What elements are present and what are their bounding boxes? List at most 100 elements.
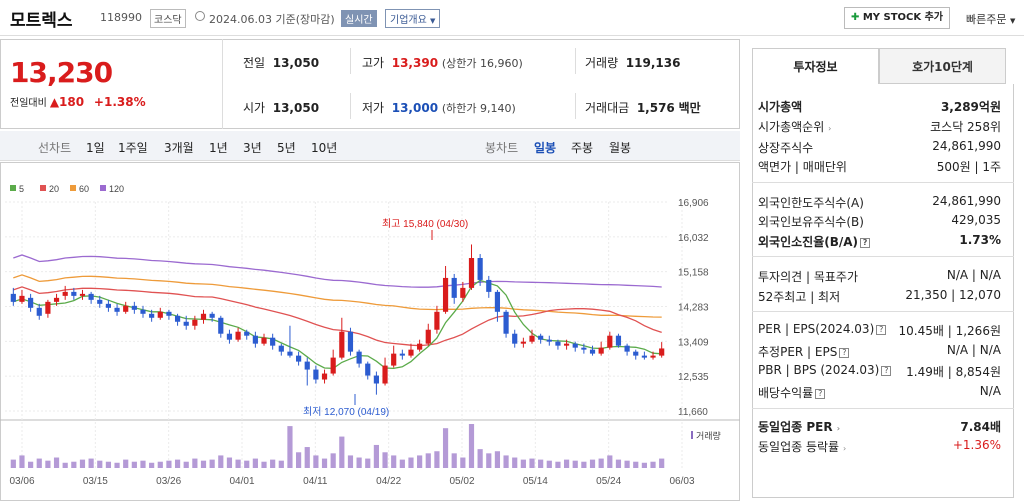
x-tick-label: 04/11 bbox=[303, 476, 328, 487]
volume-bar bbox=[131, 461, 137, 468]
candle-body bbox=[641, 355, 647, 358]
candle-body bbox=[382, 365, 388, 384]
candle-body bbox=[304, 361, 310, 370]
candle-body bbox=[408, 349, 414, 356]
divider bbox=[752, 408, 1014, 409]
candle-body bbox=[218, 317, 224, 334]
candle-body bbox=[226, 333, 233, 340]
candle-body bbox=[296, 355, 302, 362]
ma5-line bbox=[13, 279, 662, 370]
candle-body bbox=[209, 313, 215, 318]
change-percent: +1.38% bbox=[93, 95, 146, 109]
mystock-add-button[interactable]: ✚ MY STOCK 추가 bbox=[844, 7, 950, 29]
y-tick-label: 12,535 bbox=[678, 372, 709, 383]
candle-body bbox=[615, 335, 622, 346]
x-tick-label: 03/06 bbox=[9, 476, 34, 487]
candle-body bbox=[529, 335, 535, 342]
legend-label: 20 bbox=[49, 184, 59, 194]
candle-body bbox=[235, 331, 241, 340]
candle-body bbox=[477, 258, 483, 280]
period-3y[interactable]: 3년 bbox=[243, 141, 262, 155]
candle-body bbox=[633, 351, 639, 356]
candle-body bbox=[572, 343, 578, 348]
candle-body bbox=[442, 277, 449, 312]
candle-daily[interactable]: 일봉 bbox=[534, 141, 557, 155]
period-1d[interactable]: 1일 bbox=[86, 141, 105, 155]
divider bbox=[752, 182, 1014, 183]
invest-info-panel bbox=[752, 84, 1014, 498]
chevron-right-icon: › bbox=[828, 124, 832, 133]
candle-body bbox=[494, 291, 501, 312]
company-info-button[interactable]: 기업개요 ▼ bbox=[385, 9, 441, 28]
volume-bar bbox=[174, 459, 181, 468]
candle-chart-label: 봉차트 bbox=[485, 141, 519, 155]
help-icon[interactable]: ? bbox=[876, 324, 887, 335]
volume: 거래량 119,136 bbox=[585, 56, 681, 70]
help-icon[interactable]: ? bbox=[860, 237, 871, 248]
period-10y[interactable]: 10년 bbox=[311, 141, 338, 155]
candle-body bbox=[650, 355, 656, 358]
volume-bar bbox=[62, 462, 68, 468]
trade-amount: 거래대금 1,576 백만 bbox=[585, 101, 701, 115]
candle-body bbox=[347, 331, 354, 352]
volume-bar bbox=[486, 453, 492, 468]
candle-body bbox=[624, 345, 630, 352]
candle-body bbox=[503, 311, 509, 334]
volume-bar bbox=[53, 457, 60, 468]
price-change: 전일대비 ▲180 +1.38% bbox=[10, 94, 146, 109]
tab-invest-info[interactable]: 투자정보 bbox=[752, 48, 879, 84]
x-tick-label: 04/01 bbox=[229, 476, 254, 487]
candle-body bbox=[607, 335, 613, 348]
period-3m[interactable]: 3개월 bbox=[164, 141, 194, 155]
volume-bar bbox=[503, 455, 509, 468]
y-tick-label: 15,158 bbox=[678, 268, 709, 279]
divider bbox=[752, 311, 1014, 312]
candle-body bbox=[140, 309, 146, 314]
candle-body bbox=[131, 305, 137, 310]
help-icon[interactable]: ? bbox=[839, 347, 850, 358]
volume-bar bbox=[494, 451, 501, 468]
volume-bar bbox=[589, 459, 596, 468]
volume-bar bbox=[114, 462, 120, 468]
volume-bar bbox=[659, 458, 665, 468]
volume-bar bbox=[287, 426, 293, 468]
tab-hoga-10[interactable]: 호가10단계 bbox=[879, 48, 1006, 84]
help-icon[interactable]: ? bbox=[881, 365, 892, 376]
candle-body bbox=[62, 291, 68, 296]
price-chart[interactable]: 5 20 60 120 16,906 16,032 15,158 14,283 13,409 12… bbox=[0, 162, 740, 501]
period-5y[interactable]: 5년 bbox=[277, 141, 296, 155]
candle-body bbox=[659, 348, 665, 356]
plus-icon: ✚ bbox=[850, 12, 860, 23]
volume-bar bbox=[313, 455, 319, 468]
candle-body bbox=[589, 349, 596, 354]
help-icon[interactable]: ? bbox=[815, 388, 826, 399]
volume-bar bbox=[399, 459, 405, 468]
period-1y[interactable]: 1년 bbox=[209, 141, 228, 155]
volume-bar bbox=[218, 455, 224, 468]
quick-order-button[interactable]: 빠른주문 ▼ bbox=[966, 13, 1016, 26]
volume-bar bbox=[538, 459, 544, 468]
candle-weekly[interactable]: 주봉 bbox=[571, 141, 594, 155]
volume-bar bbox=[252, 458, 258, 468]
volume-bar bbox=[520, 459, 526, 468]
candle-body bbox=[157, 311, 163, 318]
candle-body bbox=[53, 297, 60, 302]
chart-period-bar bbox=[0, 131, 740, 161]
realtime-button[interactable]: 실시간 bbox=[341, 10, 377, 27]
change-value: ▲180 bbox=[49, 95, 85, 109]
volume-bar bbox=[19, 455, 25, 468]
volume-bar bbox=[512, 457, 518, 468]
volume-bar bbox=[123, 459, 129, 468]
chart-frame bbox=[0, 162, 740, 501]
candle-body bbox=[97, 299, 103, 304]
period-1w[interactable]: 1주일 bbox=[118, 141, 148, 155]
volume-bar bbox=[270, 459, 276, 468]
candle-monthly[interactable]: 월봉 bbox=[609, 141, 632, 155]
change-label: 전일대비 bbox=[10, 98, 47, 109]
low-price: 저가 13,000 (하한가 9,140) bbox=[362, 101, 516, 115]
prev-close: 전일 13,050 bbox=[243, 56, 320, 70]
volume-bar bbox=[321, 458, 328, 468]
candle-body bbox=[28, 297, 34, 308]
candle-body bbox=[200, 313, 207, 320]
candle-body bbox=[105, 303, 112, 308]
